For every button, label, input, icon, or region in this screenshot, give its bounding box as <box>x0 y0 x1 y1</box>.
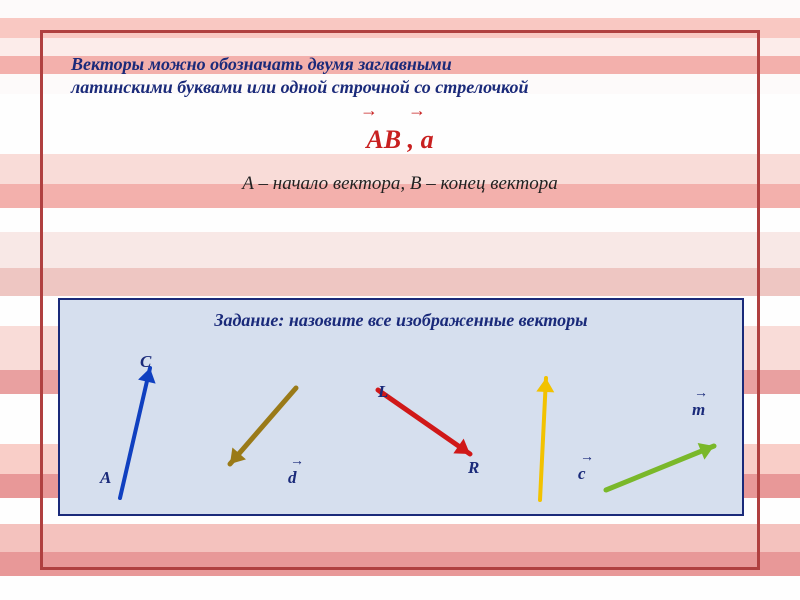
intro-line-1: Векторы можно обозначать двумя заглавным… <box>65 53 735 76</box>
sub-text: А – начало вектора, В – конец вектора <box>65 173 735 195</box>
bg-stripe <box>0 0 800 18</box>
vector-notation: АВ , а <box>65 125 735 155</box>
intro-line-2: латинскими буквами или одной строчной со… <box>65 76 735 99</box>
bg-stripe <box>0 576 800 600</box>
content-frame: Векторы можно обозначать двумя заглавным… <box>40 30 760 570</box>
notation-arrows: →→ <box>65 100 735 121</box>
